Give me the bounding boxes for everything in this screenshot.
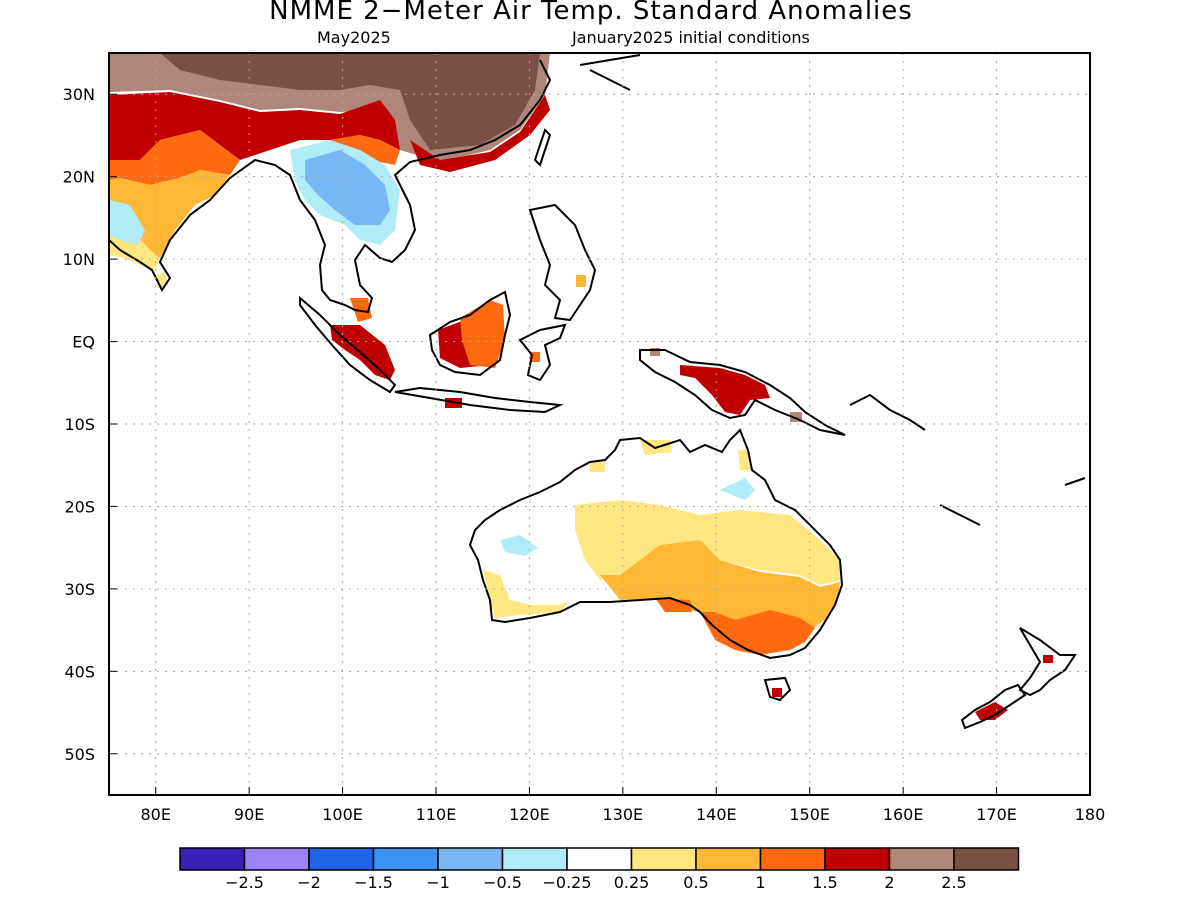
region-himalaya-anomaly — [109, 92, 400, 160]
colorbar-label: 0.25 — [613, 873, 650, 892]
initial-conditions: January2025 initial conditions — [572, 28, 810, 47]
colorbar-label: −1.5 — [354, 873, 393, 892]
y-tick-label: 10S — [64, 415, 95, 434]
region-tasmania-anomaly — [772, 688, 782, 697]
colorbar-swatch — [501, 847, 568, 871]
y-tick-label: 30N — [63, 85, 95, 104]
region-india-west-cool-anomaly — [109, 200, 145, 245]
region-australia-west-cool-anomaly — [500, 535, 538, 556]
colorbar-label: 0.5 — [683, 873, 709, 892]
region-australia-north-anomaly — [590, 440, 750, 472]
coastline-nz-south — [960, 683, 1027, 730]
colorbar-label: 2.5 — [941, 873, 967, 892]
colorbar-swatch — [179, 847, 246, 871]
coastline-islands-east — [849, 393, 1086, 526]
x-tick-label: 170E — [976, 805, 1017, 824]
colorbar-label: 1 — [755, 873, 766, 892]
coastline-nz-north — [1018, 627, 1077, 697]
coastline-philippines — [528, 203, 597, 322]
region-queensland-cool-anomaly — [720, 478, 755, 500]
region-philippines-anomaly — [576, 275, 586, 287]
colorbar-swatch — [243, 847, 310, 871]
colorbar-swatch — [372, 847, 439, 871]
region-north-india-anomaly — [109, 130, 240, 185]
chart-title: NMME 2−Meter Air Temp. Standard Anomalie… — [269, 0, 913, 26]
y-tick-label: 30S — [64, 580, 95, 599]
y-tick-label: 20S — [64, 497, 95, 516]
map-area — [109, 53, 1090, 795]
colorbar-label: 2 — [884, 873, 895, 892]
region-nz-north-anomaly — [1043, 655, 1053, 663]
x-tick-label: 180 — [1075, 805, 1106, 824]
colorbar-label: −0.5 — [483, 873, 522, 892]
colorbar-label: −2.5 — [225, 873, 264, 892]
colorbar-label: −2 — [297, 873, 321, 892]
coastline-tasmania — [763, 676, 792, 702]
x-tick-label: 120E — [509, 805, 550, 824]
colorbar-swatch — [888, 847, 955, 871]
map-grid — [109, 53, 1090, 795]
coastline-borneo — [428, 290, 512, 377]
forecast-month: May2025 — [317, 28, 391, 47]
region-australia-interior-anomaly — [575, 500, 840, 585]
coastline-sulawesi — [518, 323, 567, 382]
x-tick-label: 110E — [416, 805, 457, 824]
y-tick-label: EQ — [72, 333, 95, 352]
y-tick-label: 40S — [64, 662, 95, 681]
y-tick-label: 50S — [64, 745, 95, 764]
x-tick-label: 160E — [883, 805, 924, 824]
region-australia-southeast-anomaly — [700, 610, 815, 655]
region-nz-south-anomaly — [975, 702, 1008, 720]
region-sumatra-anomaly — [330, 325, 395, 380]
region-china-core-anomaly — [160, 53, 540, 150]
x-tick-label: 150E — [789, 805, 830, 824]
colorbar-swatch — [630, 847, 697, 871]
x-tick-label: 100E — [322, 805, 363, 824]
colorbar-swatch — [759, 847, 826, 871]
coastline-south-asia — [109, 59, 552, 314]
colorbar-label: −0.25 — [542, 873, 592, 892]
region-new-guinea-anomaly — [680, 365, 770, 415]
colorbar-swatch — [824, 847, 891, 871]
coastline-new-guinea — [639, 349, 846, 436]
y-tick-label: 10N — [63, 250, 95, 269]
coastline-sumatra — [299, 295, 397, 394]
colorbar-swatch — [308, 847, 375, 871]
coastline-java — [394, 386, 564, 414]
region-thailand-anomaly — [305, 150, 390, 225]
colorbar-label: 1.5 — [812, 873, 838, 892]
coastline-australia — [468, 428, 844, 660]
region-china-south-edge-anomaly — [410, 95, 550, 172]
x-tick-label: 90E — [234, 805, 264, 824]
x-tick-label: 140E — [696, 805, 737, 824]
x-tick-label: 130E — [603, 805, 644, 824]
colorbar-label: −1 — [426, 873, 450, 892]
y-tick-label: 20N — [63, 168, 95, 187]
colorbar — [179, 847, 1020, 871]
axis-ticks: 80E 90E 100E 110E 120E 130E 140E 150E 160E 170E 18… — [63, 85, 1106, 824]
region-borneo-east-anomaly — [460, 300, 505, 368]
colorbar-swatch — [695, 847, 762, 871]
colorbar-swatch — [566, 847, 633, 871]
coastlines — [109, 54, 1086, 730]
region-australia-west-coast-anomaly — [483, 570, 570, 618]
coastline-taiwan — [533, 128, 552, 167]
x-tick-label: 80E — [140, 805, 170, 824]
colorbar-swatch — [953, 847, 1020, 871]
colorbar-swatch — [437, 847, 504, 871]
